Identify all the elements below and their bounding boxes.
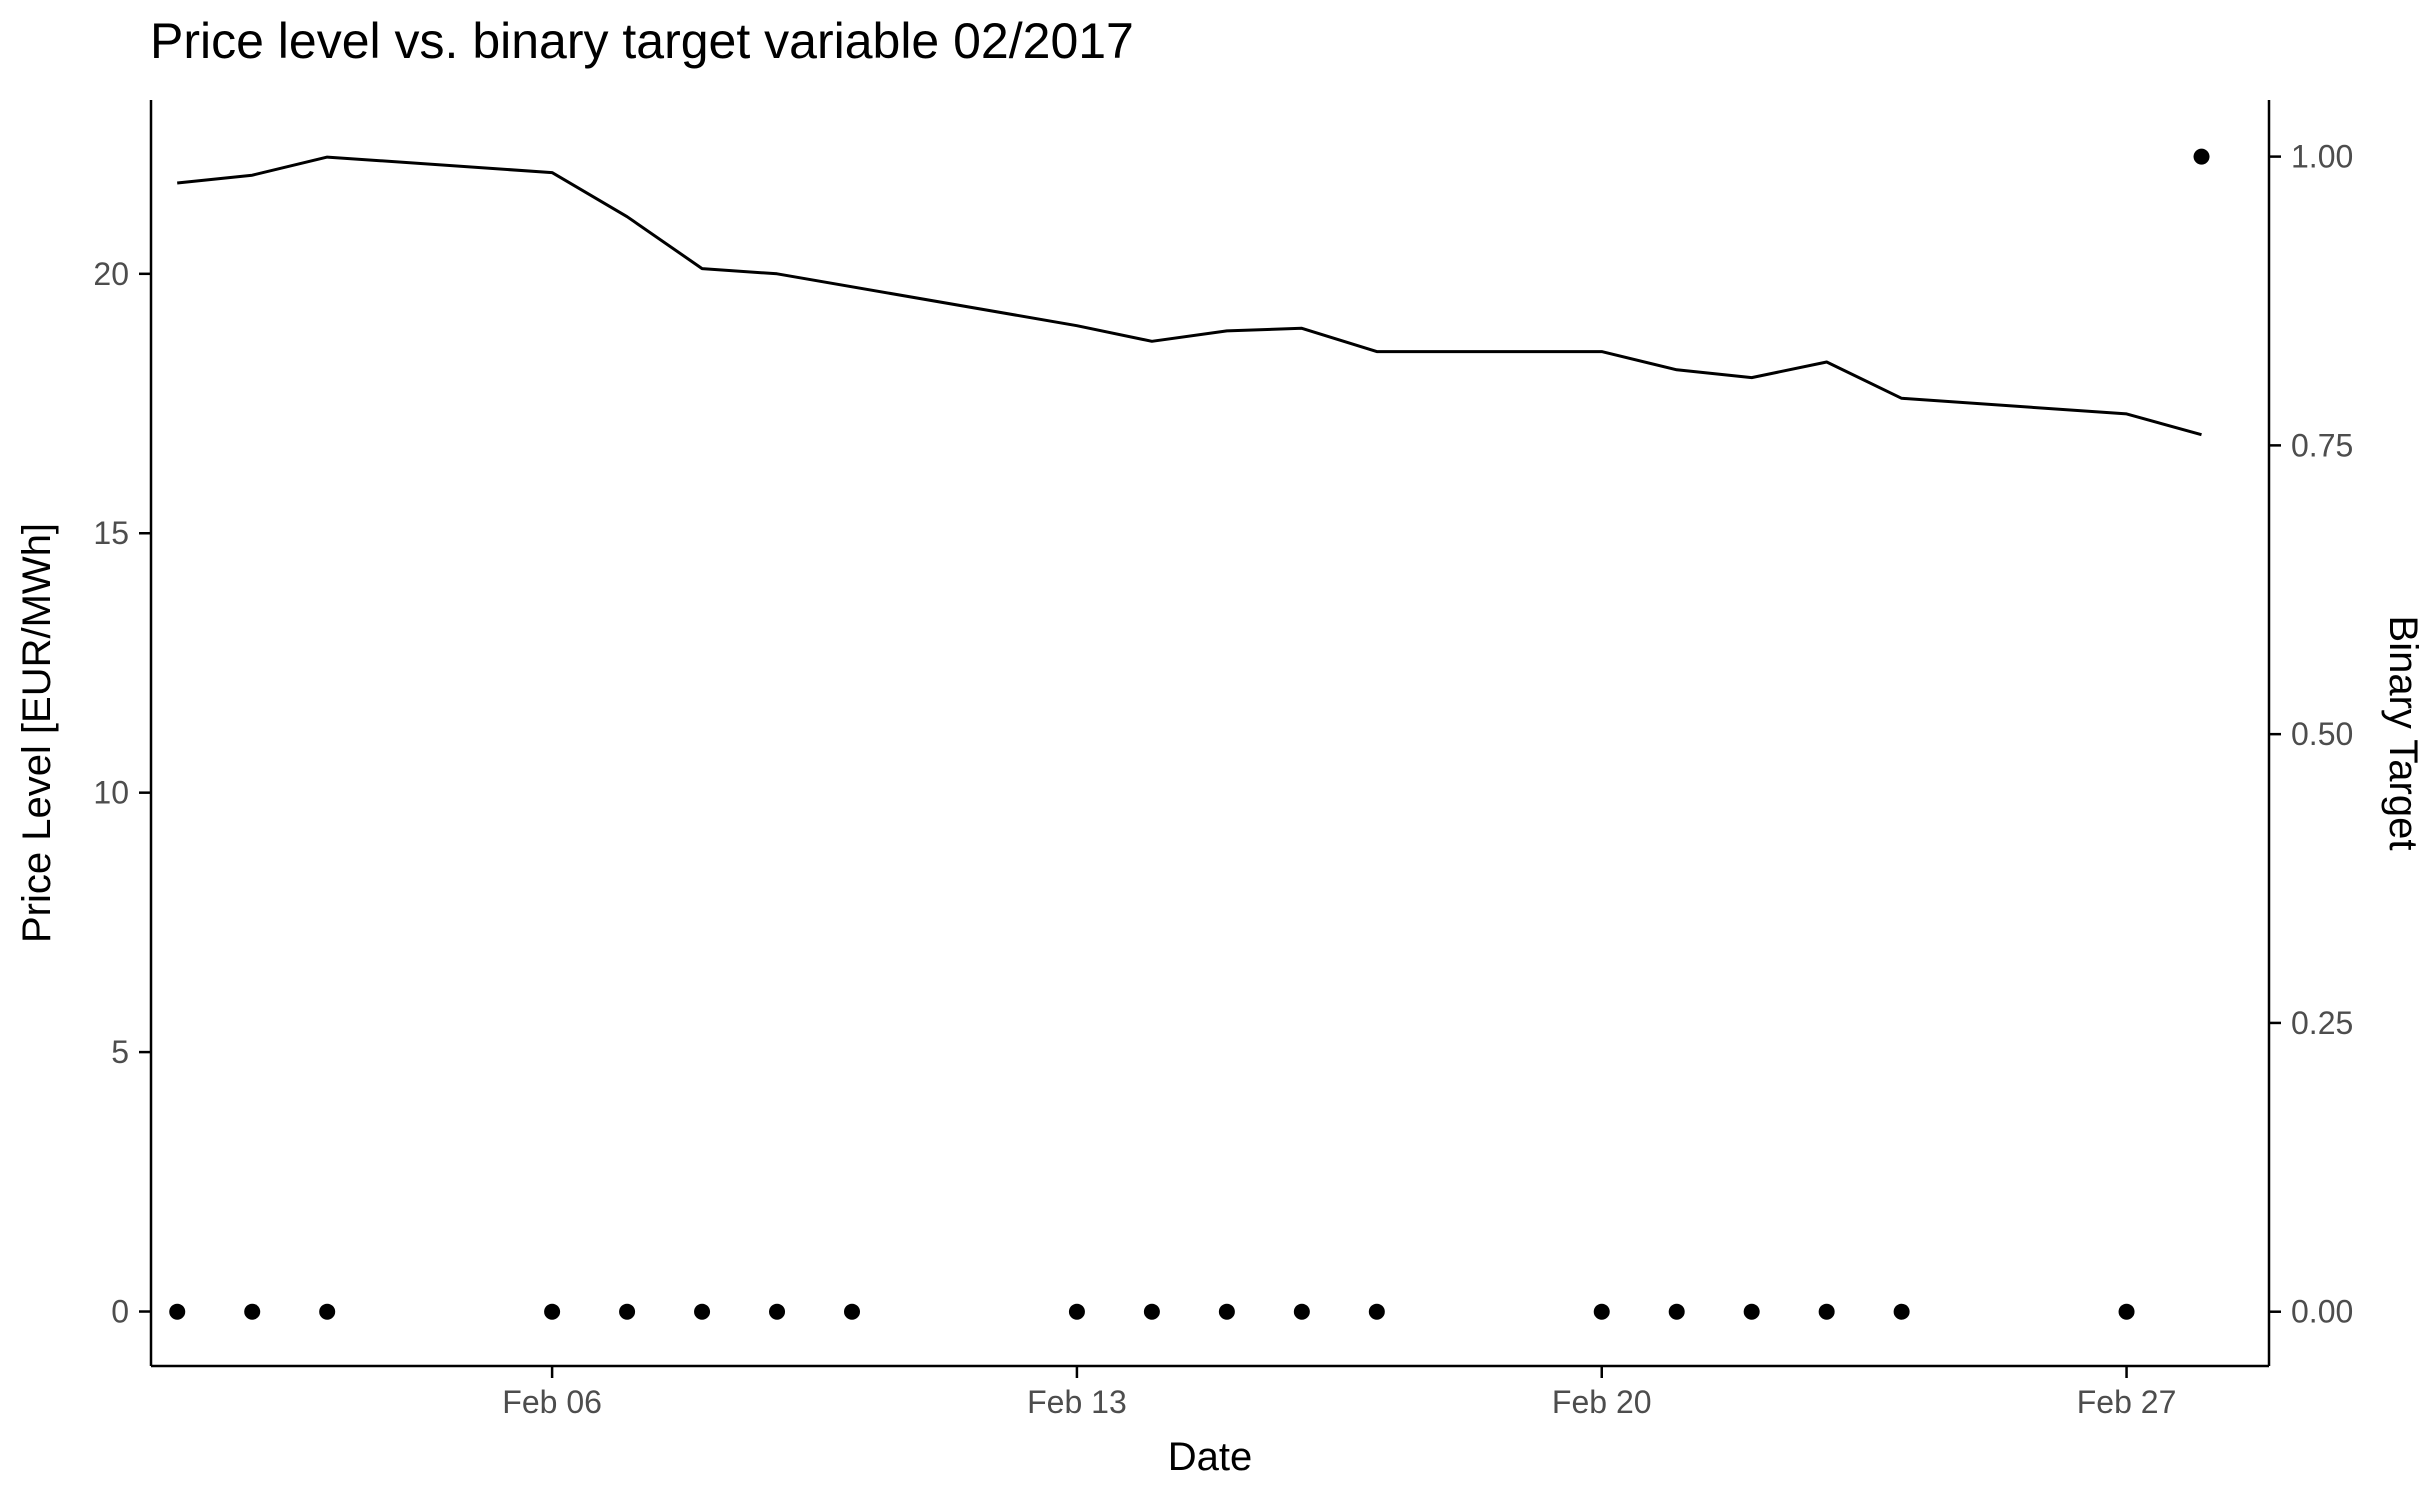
binary-target-point: [1894, 1304, 1910, 1320]
binary-target-point: [694, 1304, 710, 1320]
binary-target-point: [1819, 1304, 1835, 1320]
binary-target-point: [619, 1304, 635, 1320]
x-tick-label: Feb 13: [1027, 1384, 1127, 1420]
binary-target-point: [319, 1304, 335, 1320]
x-axis-title: Date: [1168, 1435, 1253, 1479]
y-tick-label: 15: [93, 515, 129, 551]
y-tick-label: 5: [111, 1034, 129, 1070]
x-tick-label: Feb 20: [1552, 1384, 1652, 1420]
y2-tick-label: 1.00: [2291, 139, 2353, 175]
chart-title: Price level vs. binary target variable 0…: [150, 12, 1134, 70]
y-axis-title: Price Level [EUR/MWh]: [15, 523, 59, 943]
binary-target-point: [244, 1304, 260, 1320]
binary-target-point: [1594, 1304, 1610, 1320]
binary-target-point: [1144, 1304, 1160, 1320]
binary-target-point: [2194, 149, 2210, 165]
binary-target-point: [544, 1304, 560, 1320]
y-tick-label: 20: [93, 256, 129, 292]
binary-target-point: [1669, 1304, 1685, 1320]
binary-target-point: [169, 1304, 185, 1320]
price-line: [177, 157, 2201, 435]
x-tick-label: Feb 27: [2077, 1384, 2177, 1420]
binary-target-point: [1294, 1304, 1310, 1320]
y2-tick-label: 0.25: [2291, 1005, 2353, 1041]
binary-target-point: [1069, 1304, 1085, 1320]
y2-tick-label: 0.00: [2291, 1294, 2353, 1330]
y2-tick-label: 0.50: [2291, 716, 2353, 752]
x-tick-label: Feb 06: [502, 1384, 602, 1420]
binary-target-point: [769, 1304, 785, 1320]
binary-target-point: [2119, 1304, 2135, 1320]
binary-target-point: [1744, 1304, 1760, 1320]
y2-axis-title: Binary Target: [2381, 616, 2425, 851]
binary-target-point: [1219, 1304, 1235, 1320]
y-tick-label: 10: [93, 775, 129, 811]
binary-target-point: [1369, 1304, 1385, 1320]
y-tick-label: 0: [111, 1294, 129, 1330]
binary-target-point: [844, 1304, 860, 1320]
y2-tick-label: 0.75: [2291, 427, 2353, 463]
